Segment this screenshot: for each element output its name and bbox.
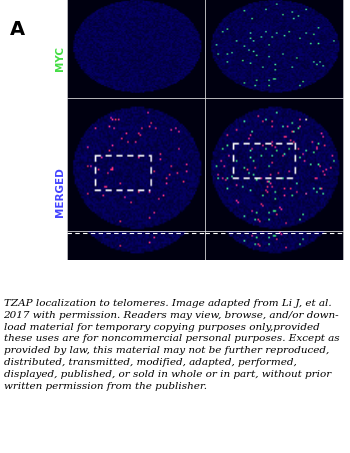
Text: A: A	[9, 20, 25, 39]
Text: MERGED: MERGED	[55, 167, 65, 217]
Text: Control: Control	[116, 41, 156, 51]
Text: TZAP localization to telomeres. Image adapted from Li J, et al.
2017 with permis: TZAP localization to telomeres. Image ad…	[4, 299, 339, 390]
Text: MYC: MYC	[55, 46, 65, 71]
Text: MYC-TZAP: MYC-TZAP	[246, 41, 301, 51]
Text: MEF: MEF	[192, 16, 218, 29]
